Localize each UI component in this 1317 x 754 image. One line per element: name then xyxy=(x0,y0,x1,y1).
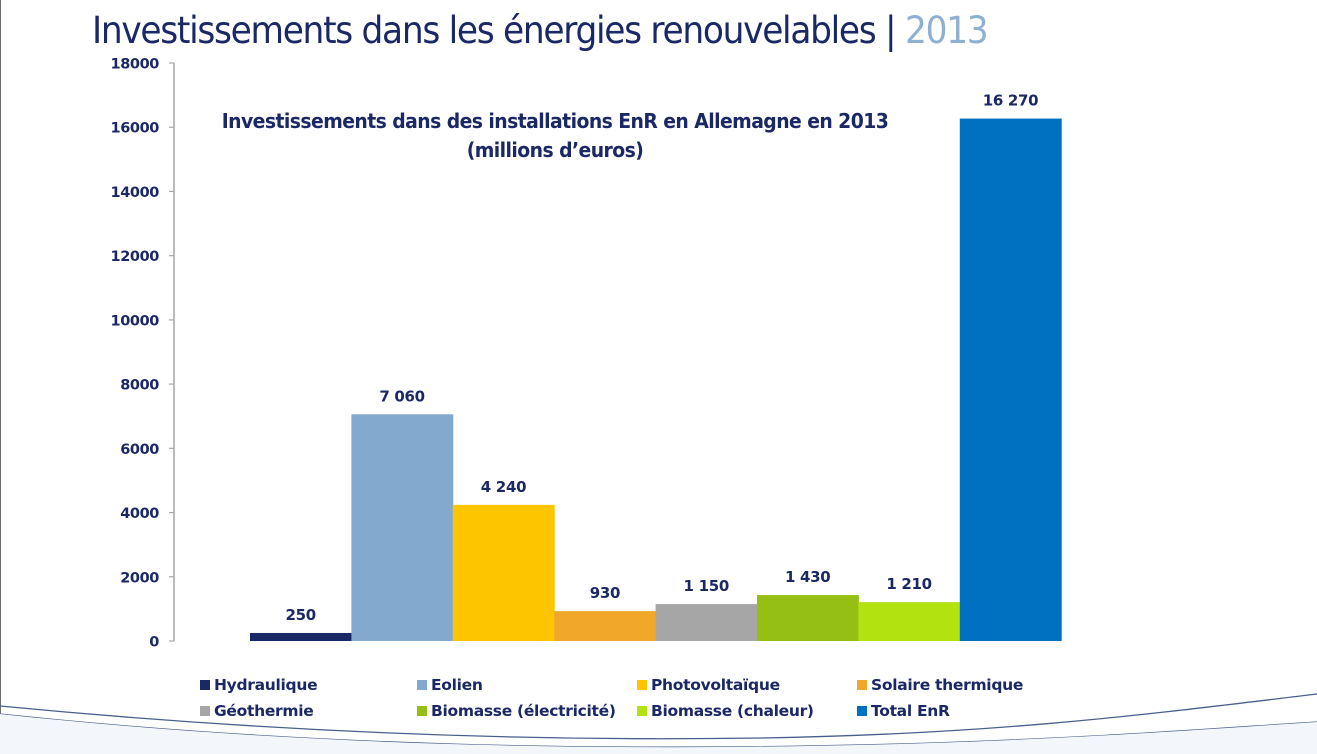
data-label: 1 150 xyxy=(684,577,729,595)
y-tick-label: 4000 xyxy=(120,506,159,522)
legend-label: Total EnR xyxy=(871,702,950,720)
legend-label: Hydraulique xyxy=(214,676,318,694)
legend-swatch xyxy=(637,680,647,690)
legend-item: Solaire thermique xyxy=(857,676,1023,694)
legend-swatch xyxy=(637,706,647,716)
slide-left-border xyxy=(0,0,1,754)
legend-label: Géothermie xyxy=(214,702,314,720)
y-tick-label: 18000 xyxy=(111,57,160,73)
legend-label: Photovoltaïque xyxy=(651,676,780,694)
page-title-text: Investissements dans les énergies renouv… xyxy=(92,9,877,52)
bar-5 xyxy=(655,604,758,641)
data-label: 1 430 xyxy=(785,568,830,586)
y-tick-label: 8000 xyxy=(120,378,159,394)
y-tick-label: 2000 xyxy=(120,570,159,586)
legend-item: Biomasse (électricité) xyxy=(417,702,616,720)
chart-title-block: Investissements dans des installations E… xyxy=(203,107,908,165)
y-tick-label: 0 xyxy=(149,635,159,651)
data-label: 4 240 xyxy=(481,478,526,496)
y-tick-label: 14000 xyxy=(111,185,160,201)
bar-3 xyxy=(452,504,555,641)
bar-2 xyxy=(351,414,454,641)
title-separator: | xyxy=(885,9,897,52)
y-tick-label: 16000 xyxy=(111,121,160,137)
bar-8 xyxy=(959,118,1062,641)
y-tick-label: 10000 xyxy=(111,313,160,329)
legend-swatch xyxy=(857,680,867,690)
data-label: 250 xyxy=(285,606,315,624)
bar-1 xyxy=(250,632,352,641)
data-label: 7 060 xyxy=(379,387,424,405)
legend-item: Total EnR xyxy=(857,702,950,720)
legend-label: Biomasse (chaleur) xyxy=(651,702,814,720)
chart-title: Investissements dans des installations E… xyxy=(221,109,889,133)
legend-item: Photovoltaïque xyxy=(637,676,780,694)
legend-item: Biomasse (chaleur) xyxy=(637,702,814,720)
legend-label: Solaire thermique xyxy=(871,676,1024,694)
data-label: 1 210 xyxy=(886,575,931,593)
title-year: 2013 xyxy=(905,9,989,52)
y-tick-label: 6000 xyxy=(120,442,159,458)
data-label: 16 270 xyxy=(983,92,1039,110)
chart-subtitle: (millions d’euros) xyxy=(466,138,644,162)
legend-swatch xyxy=(417,706,427,716)
bar-7 xyxy=(858,602,961,641)
legend-label: Biomasse (électricité) xyxy=(431,702,616,720)
legend-swatch xyxy=(200,706,210,716)
legend-item: Eolien xyxy=(417,676,483,694)
y-tick-label: 12000 xyxy=(111,249,160,265)
legend-item: Géothermie xyxy=(200,702,314,720)
data-label: 930 xyxy=(590,584,620,602)
legend-swatch xyxy=(200,680,210,690)
bar-6 xyxy=(757,595,859,641)
legend-label: Eolien xyxy=(431,676,483,694)
bar-4 xyxy=(554,611,657,641)
legend-item: Hydraulique xyxy=(200,676,318,694)
legend-swatch xyxy=(417,680,427,690)
chart-legend: Hydraulique Eolien Photovoltaïque Solaire t… xyxy=(200,676,1060,728)
legend-swatch xyxy=(857,706,867,716)
page-title: Investissements dans les énergies renouv… xyxy=(92,4,989,58)
